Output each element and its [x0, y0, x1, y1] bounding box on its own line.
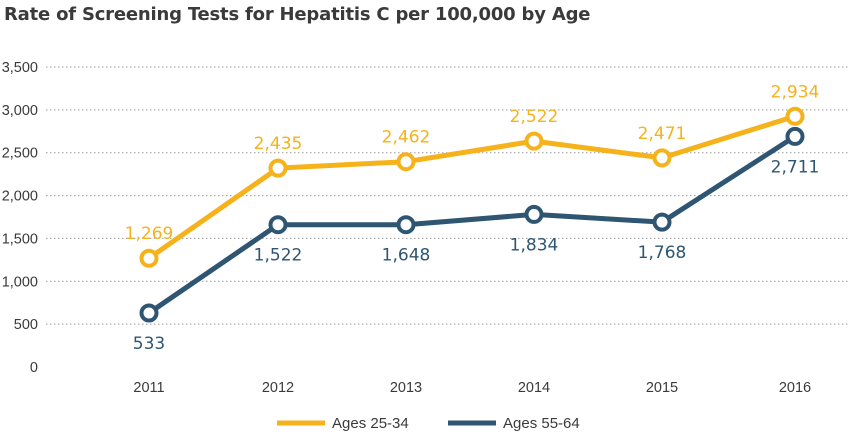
y-tick-label: 3,500 [2, 60, 38, 76]
chart-title: Rate of Screening Tests for Hepatitis C … [4, 4, 591, 25]
y-tick-label: 3,000 [2, 103, 38, 119]
data-point [524, 131, 544, 151]
y-tick-label: 0 [30, 360, 38, 376]
y-tick-label: 2,500 [2, 146, 38, 162]
y-axis-ticks: 0 500 1,000 1,500 2,000 2,500 3,000 3,500 [2, 60, 38, 376]
data-point [524, 204, 544, 224]
data-point [785, 106, 805, 126]
legend: Ages 25-34 Ages 55-64 [277, 415, 580, 432]
x-tick-label: 2016 [779, 380, 811, 396]
data-point [785, 126, 805, 146]
data-point [652, 212, 672, 232]
data-label: 1,269 [125, 224, 174, 244]
series-line [146, 133, 798, 316]
data-label: 2,934 [771, 82, 820, 102]
x-tick-label: 2014 [518, 380, 550, 396]
x-tick-label: 2015 [646, 380, 678, 396]
data-label: 2,522 [510, 107, 559, 127]
gridlines [46, 66, 848, 325]
data-label: 2,711 [771, 157, 820, 177]
x-tick-label: 2011 [133, 380, 164, 396]
data-label: 1,648 [382, 246, 431, 266]
data-point [396, 215, 416, 235]
x-tick-label: 2012 [262, 380, 294, 396]
series-line [146, 113, 798, 261]
legend-label: Ages 25-34 [332, 415, 409, 432]
data-label: 2,462 [382, 128, 431, 148]
data-label: 1,834 [510, 235, 559, 255]
y-tick-label: 1,500 [2, 231, 38, 247]
data-labels: 1,269 2,435 2,462 2,522 2,471 2,934 533 1,522 1,… [125, 82, 820, 354]
legend-label: Ages 55-64 [503, 415, 580, 432]
data-point [396, 152, 416, 172]
y-tick-label: 1,000 [2, 274, 38, 290]
data-label: 2,471 [638, 124, 687, 144]
y-tick-label: 2,000 [2, 189, 38, 205]
data-label: 1,768 [638, 243, 687, 263]
x-tick-label: 2013 [390, 380, 422, 396]
y-tick-label: 500 [14, 317, 38, 333]
data-point [652, 148, 672, 168]
series-lines [139, 106, 805, 323]
data-label: 533 [133, 334, 165, 354]
data-point [139, 248, 159, 268]
data-point [139, 303, 159, 323]
data-label: 2,435 [254, 134, 303, 154]
data-point [268, 158, 288, 178]
data-label: 1,522 [254, 246, 303, 266]
data-point [268, 215, 288, 235]
x-axis-ticks: 2011 2012 2013 2014 2015 2016 [133, 380, 811, 396]
